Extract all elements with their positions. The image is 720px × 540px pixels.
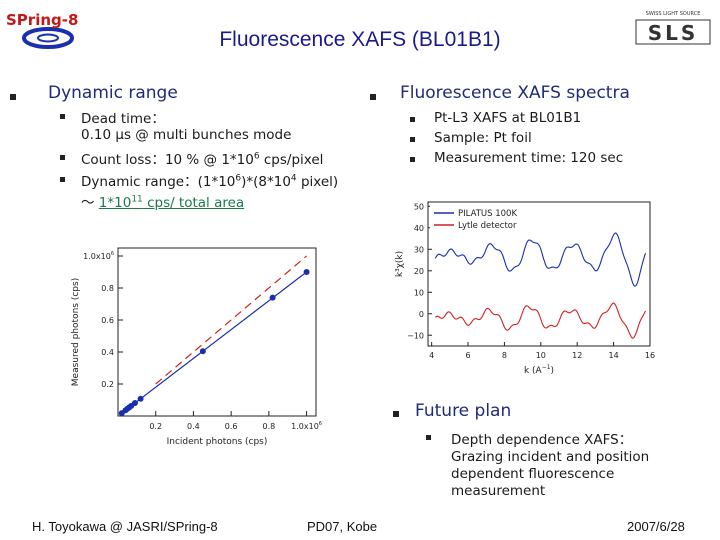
spectra-item-3: Measurement time: 120 sec bbox=[434, 150, 624, 166]
data-point bbox=[131, 400, 138, 407]
ideal-line bbox=[155, 255, 307, 385]
y-axis-label: Measured photons (cps) bbox=[71, 278, 81, 386]
link-post: cps/ total area bbox=[142, 195, 245, 211]
dynamic-range-text: Dynamic range：(1*106)*(8*104 pixel) bbox=[81, 170, 339, 191]
x-tick-label: 0.2 bbox=[149, 422, 162, 431]
x-axis-label: Incident photons (cps) bbox=[167, 437, 268, 447]
plot-frame bbox=[117, 247, 317, 417]
bullet-icon bbox=[370, 94, 376, 100]
bullet-icon bbox=[426, 435, 431, 440]
x-tick-label: 1.0x106 bbox=[291, 421, 322, 431]
xafs-spectra-heading: Fluorescence XAFS spectra bbox=[400, 83, 630, 103]
sls-logo: SWISS LIGHT SOURCE SLS bbox=[632, 8, 714, 48]
bullet-icon bbox=[60, 114, 65, 119]
x-tick-label: 6 bbox=[465, 351, 470, 360]
dyn-sup2: 4 bbox=[290, 173, 297, 184]
link-pre: 1*10 bbox=[98, 195, 132, 211]
x-tick-label: 0.6 bbox=[225, 422, 238, 431]
linearity-chart: 0.2 0.2 0.4 0.4 0.6 0.6 0.8 0.8 1.0x106 1.0x106 In… bbox=[71, 247, 322, 447]
slide-title: Fluorescence XAFS (BL01B1) bbox=[219, 28, 501, 51]
count-loss-text: Count loss：10 % @ 1*106 cps/pixel bbox=[81, 148, 324, 169]
y-tick-label: 0.8 bbox=[101, 284, 114, 293]
y-tick-label: 1.0x106 bbox=[83, 251, 114, 261]
link-sup: 11 bbox=[131, 194, 143, 205]
legend-box bbox=[430, 205, 540, 231]
spring8-logo-graphic: SPring-8 bbox=[6, 11, 78, 49]
spectra-item-2: Sample: Pt foil bbox=[434, 130, 532, 146]
bullet-icon bbox=[410, 117, 415, 122]
dead-time-value: 0.10 μs @ multi bunches mode bbox=[81, 127, 292, 143]
data-point bbox=[269, 294, 276, 301]
x-tick-label: 12 bbox=[572, 351, 582, 360]
bullet-icon bbox=[393, 411, 399, 417]
plot-frame bbox=[427, 201, 651, 347]
future-line-4: measurement bbox=[451, 483, 546, 499]
sls-logo-top-text: SWISS LIGHT SOURCE bbox=[646, 11, 701, 17]
x-tick-sup: 6 bbox=[319, 421, 322, 427]
spring8-logo: SPring-8 bbox=[4, 5, 82, 51]
footer-venue: PD07, Kobe bbox=[307, 519, 378, 534]
count-loss-label: Count loss：10 % @ 1*10 bbox=[81, 152, 254, 168]
dyn-mid: )*(8*10 bbox=[241, 174, 291, 190]
y-tick-label: 10 bbox=[414, 288, 424, 297]
y-tick-label: 40 bbox=[414, 224, 424, 233]
count-loss-sup: 6 bbox=[253, 151, 260, 162]
total-area-link[interactable]: 1*1011 cps/ total area bbox=[98, 194, 245, 212]
spring8-logo-text: SPring-8 bbox=[6, 11, 78, 29]
footer-date: 2007/6/28 bbox=[627, 519, 685, 534]
x-axis-label-sup: −1 bbox=[542, 364, 551, 371]
dead-time-text: Dead time： bbox=[81, 111, 165, 127]
spectrum-line bbox=[434, 302, 646, 339]
bullet-icon bbox=[10, 94, 16, 100]
y-tick-label: 0 bbox=[419, 310, 424, 319]
y-tick-label: 0.6 bbox=[101, 316, 114, 325]
count-loss-tail: cps/pixel bbox=[259, 152, 324, 168]
future-line-2: Grazing incident and position bbox=[451, 449, 650, 465]
x-tick-label: 4 bbox=[429, 351, 434, 360]
bullet-icon bbox=[410, 137, 415, 142]
x-tick-label: 0.8 bbox=[262, 422, 275, 431]
bullet-icon bbox=[60, 177, 65, 182]
dyn-label: Dynamic range：(1*10 bbox=[81, 174, 236, 190]
x-tick-label: 10 bbox=[536, 351, 546, 360]
future-line-1: Depth dependence XAFS： bbox=[451, 432, 633, 448]
y-tick-sup: 6 bbox=[111, 251, 114, 257]
sls-logo-text: SLS bbox=[648, 21, 699, 45]
y-tick-label: 0.2 bbox=[101, 380, 114, 389]
y-tick-label: −10 bbox=[407, 331, 424, 340]
spectra-item-1: Pt-L3 XAFS at BL01B1 bbox=[434, 110, 582, 126]
data-point bbox=[199, 348, 206, 355]
y-tick-label: 0.4 bbox=[101, 348, 114, 357]
y-axis-label: k³χ(k) bbox=[395, 251, 405, 277]
data-point bbox=[303, 269, 310, 275]
future-plan-heading: Future plan bbox=[415, 401, 512, 421]
y-tick-label: 50 bbox=[414, 202, 424, 211]
bullet-icon bbox=[60, 155, 65, 160]
x-axis-label-end: ) bbox=[551, 366, 555, 376]
legend-label: Lytle detector bbox=[458, 221, 517, 231]
sls-logo-graphic: SWISS LIGHT SOURCE SLS bbox=[635, 11, 711, 45]
tilde-text: 〜 bbox=[81, 195, 99, 211]
y-tick-label: 20 bbox=[414, 267, 424, 276]
y-tick-label: 30 bbox=[414, 245, 424, 254]
footer-author: H. Toyokawa @ JASRI/SPring-8 bbox=[32, 519, 218, 534]
spectrum-line bbox=[434, 232, 647, 287]
x-tick-label: 16 bbox=[645, 351, 655, 360]
bullet-icon bbox=[410, 157, 415, 162]
legend-label: PILATUS 100K bbox=[458, 209, 517, 219]
x-tick-label: 14 bbox=[609, 351, 619, 360]
data-point bbox=[137, 395, 144, 402]
x-tick-label: 8 bbox=[502, 351, 507, 360]
x-tick-label: 0.4 bbox=[187, 422, 200, 431]
xafs-chart: 50 40 30 20 10 0 −10 4 6 8 10 12 14 16 k (A−1) k³χ(k) PI… bbox=[395, 201, 655, 376]
total-area-text: 〜 1*1011 cps/ total area bbox=[81, 191, 245, 212]
fit-line bbox=[121, 271, 307, 414]
dyn-tail: pixel) bbox=[296, 174, 339, 190]
future-line-3: dependent fluorescence bbox=[451, 466, 615, 482]
dynamic-range-heading: Dynamic range bbox=[48, 83, 178, 103]
x-axis-label: k (A−1) bbox=[524, 364, 554, 376]
dyn-sup1: 6 bbox=[235, 173, 242, 184]
